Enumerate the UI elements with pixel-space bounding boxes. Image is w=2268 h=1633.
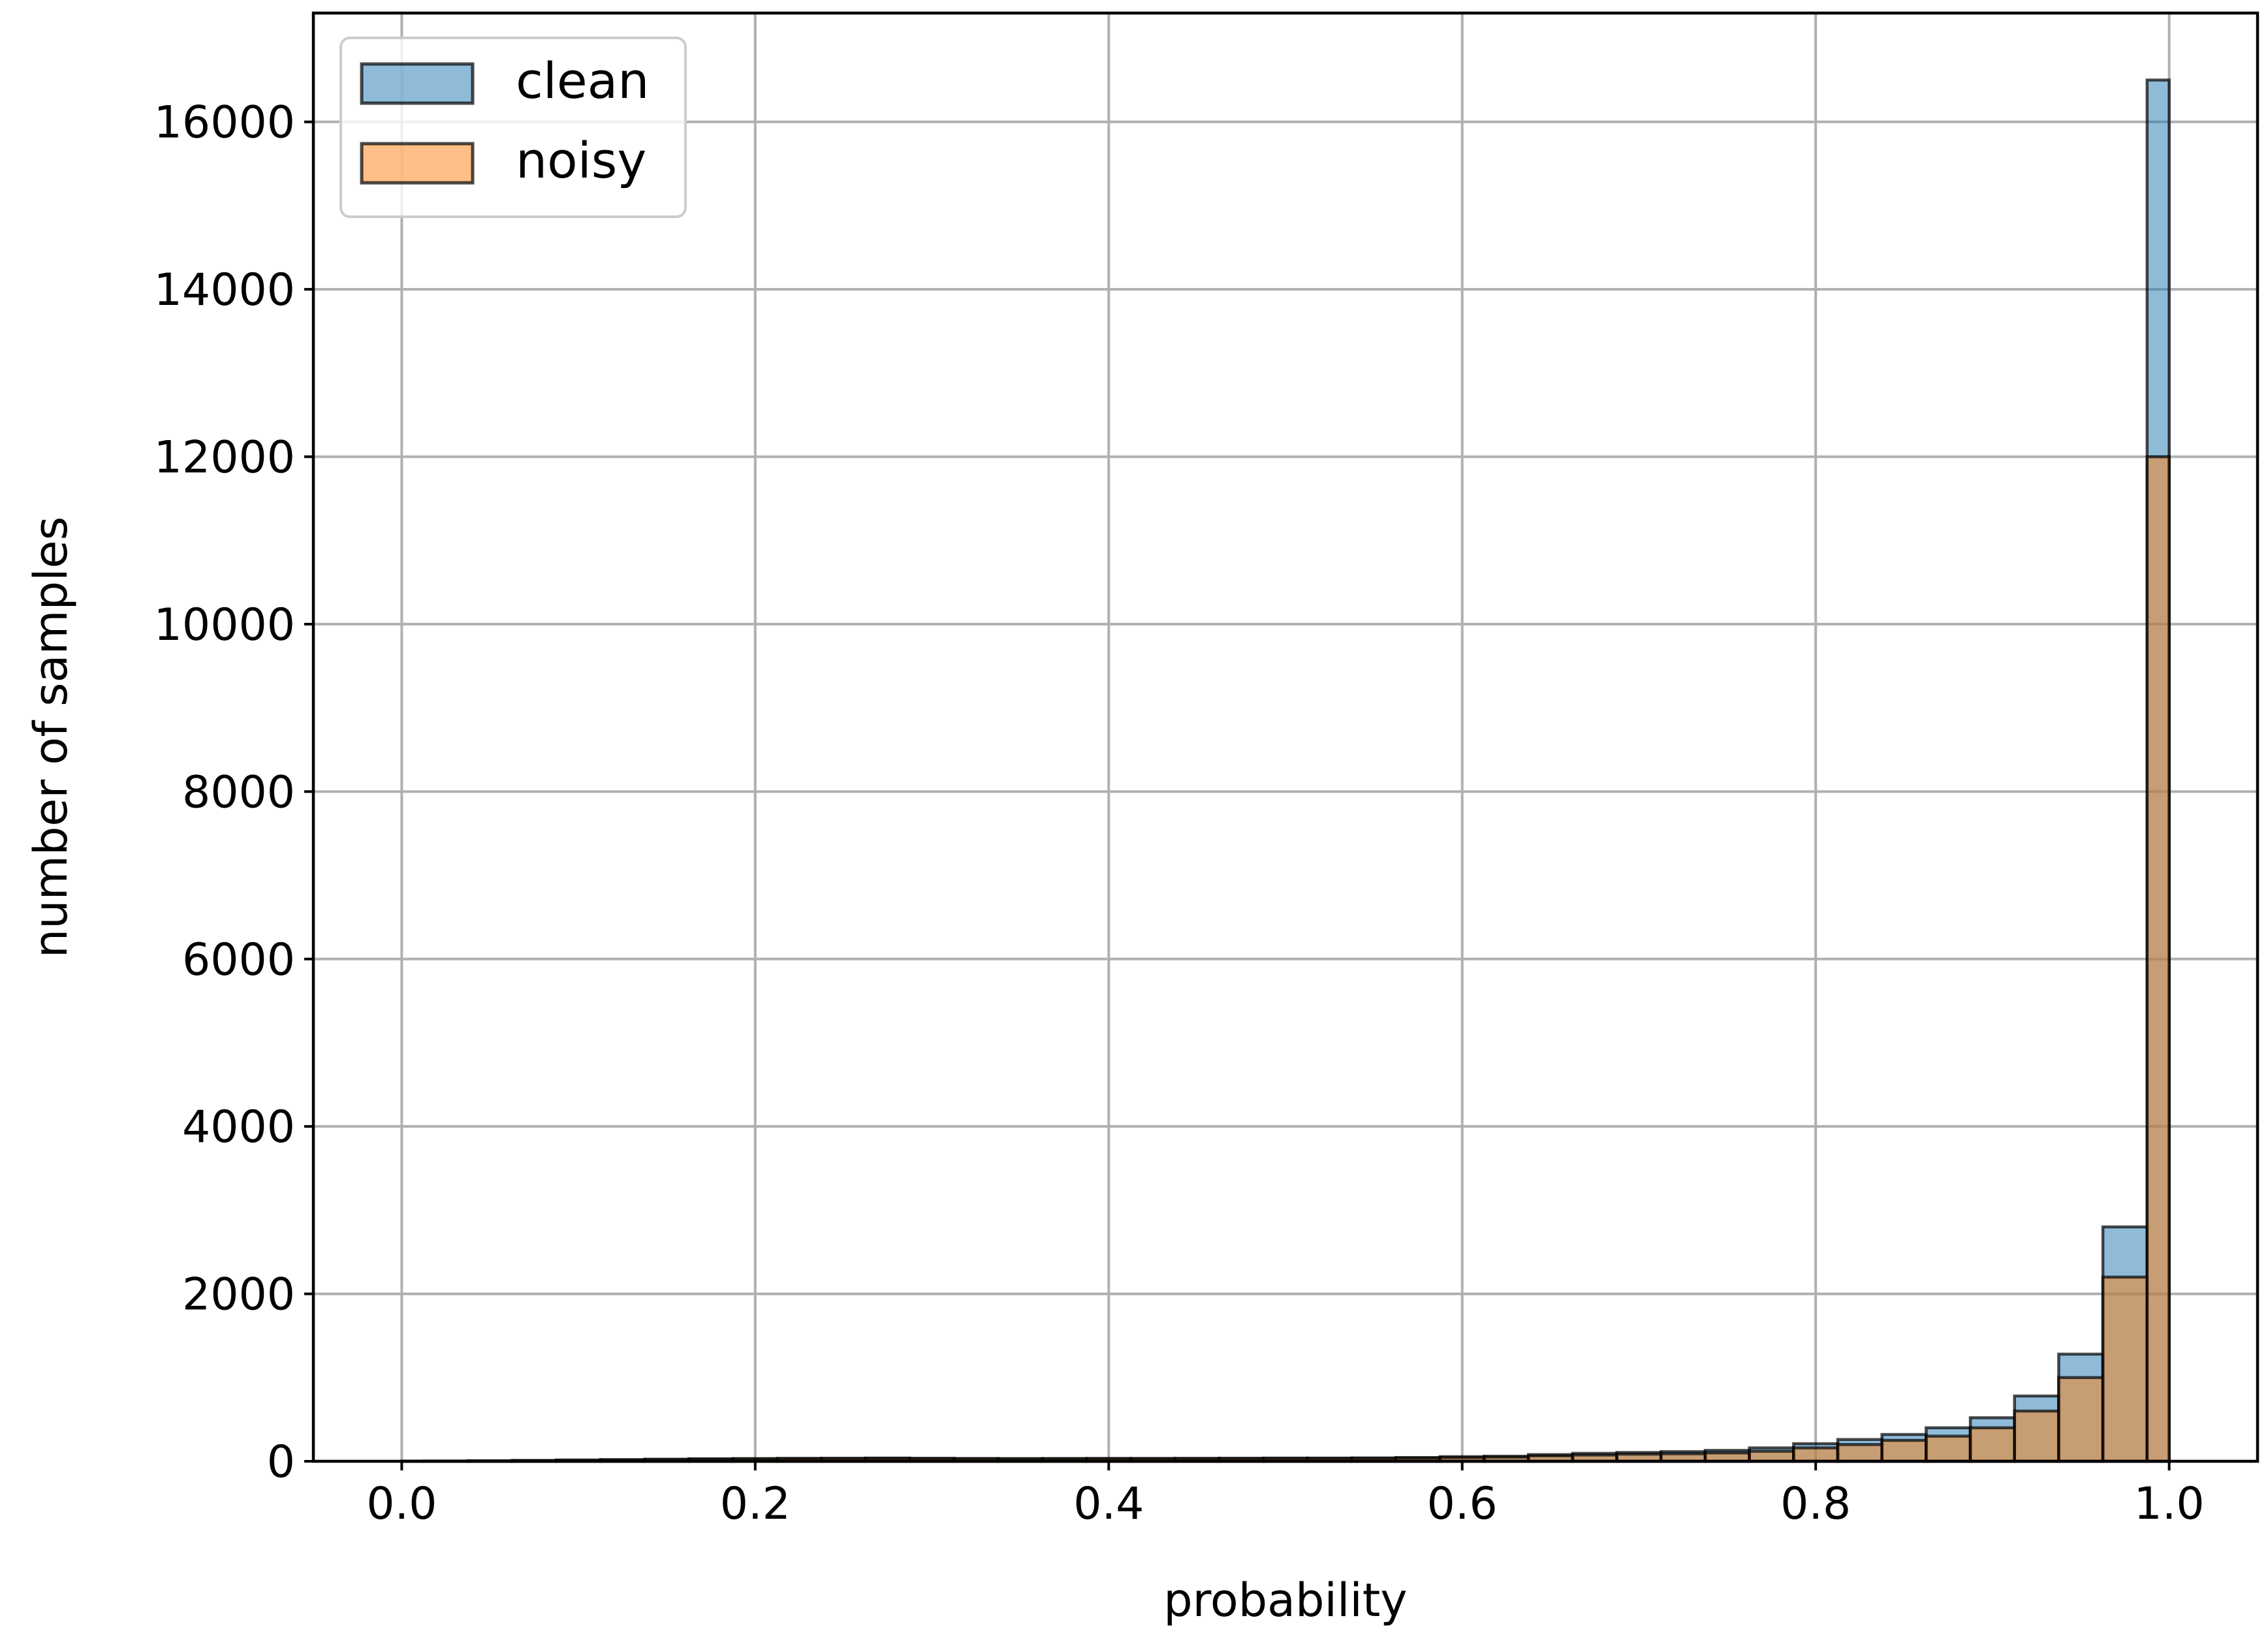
legend: clean noisy	[339, 37, 687, 218]
y-axis-label: number of samples	[24, 516, 78, 958]
bar-noisy	[2057, 1376, 2105, 1463]
x-tick-label: 1.0	[2134, 1478, 2205, 1530]
y-tick-label: 14000	[154, 264, 295, 316]
bar-noisy	[1880, 1438, 1928, 1463]
y-tick-label: 4000	[182, 1102, 295, 1153]
y-tick-label: 8000	[182, 767, 295, 818]
legend-swatch-clean	[360, 62, 475, 105]
bar-noisy	[2101, 1275, 2149, 1463]
y-tick-label: 2000	[182, 1269, 295, 1321]
bar-noisy	[1836, 1443, 1883, 1463]
x-axis: 0.0 0.2 0.4 0.6 0.8 1.0	[366, 1461, 2205, 1530]
y-tick-label: 0	[267, 1436, 295, 1488]
bar-noisy	[2145, 455, 2171, 1463]
y-tick-label: 10000	[154, 599, 295, 651]
bar-noisy	[1792, 1446, 1840, 1463]
y-axis: 0 2000 4000 6000 8000 10000 12000 14000 16000	[154, 97, 313, 1488]
bar-noisy	[1968, 1426, 2016, 1463]
x-tick-label: 0.6	[1427, 1478, 1498, 1530]
y-tick-label: 6000	[182, 934, 295, 986]
plot-frame	[311, 11, 2260, 1463]
y-tick-label: 12000	[154, 432, 295, 484]
x-tick-label: 0.8	[1780, 1478, 1851, 1530]
x-axis-label: probability	[1163, 1574, 1407, 1627]
legend-swatch-noisy	[360, 142, 475, 185]
x-tick-label: 0.4	[1073, 1478, 1144, 1530]
legend-label-noisy: noisy	[516, 131, 646, 189]
bar-noisy	[1925, 1435, 1972, 1463]
bar-noisy	[1748, 1450, 1795, 1463]
legend-label-clean: clean	[516, 52, 649, 110]
x-tick-label: 0.0	[366, 1478, 437, 1530]
y-tick-label: 16000	[154, 97, 295, 149]
bar-noisy	[2013, 1409, 2060, 1463]
x-tick-label: 0.2	[720, 1478, 791, 1530]
